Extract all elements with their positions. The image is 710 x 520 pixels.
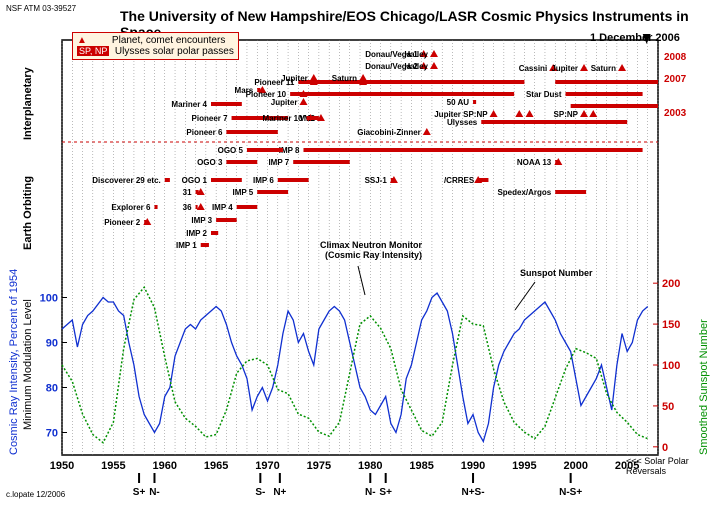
yleft-interp: Interplanetary (22, 30, 34, 140)
svg-text:90: 90 (46, 338, 58, 350)
svg-text:Ulysses: Ulysses (447, 118, 478, 127)
svg-text:50 AU: 50 AU (447, 98, 470, 107)
svg-text:1960: 1960 (153, 460, 177, 472)
svg-text:70: 70 (46, 428, 58, 440)
svg-text:1950: 1950 (50, 460, 74, 472)
svg-text:IMP 7: IMP 7 (268, 158, 289, 167)
svg-text:Star Dust: Star Dust (526, 90, 562, 99)
svg-text:36: 36 (183, 203, 192, 212)
svg-text:N-S+: N-S+ (559, 487, 582, 498)
svg-text:100: 100 (40, 293, 58, 305)
legend-line1: Planet, comet encounters (112, 35, 225, 46)
svg-text:IMP 5: IMP 5 (232, 188, 253, 197)
svg-text:Pioneer 2: Pioneer 2 (104, 218, 141, 227)
svg-text:1975: 1975 (307, 460, 331, 472)
svg-text:IMP 1: IMP 1 (176, 241, 197, 250)
svg-text:Pioneer 7: Pioneer 7 (192, 114, 229, 123)
svg-text:S-: S- (255, 487, 265, 498)
yleft-earth: Earth Orbiting (22, 140, 34, 250)
svg-text:Halley: Halley (404, 62, 428, 71)
svg-text:Giacobini-Zinner: Giacobini-Zinner (357, 128, 421, 137)
svg-text:Mariner 10: Mariner 10 (263, 114, 304, 123)
svg-text:S+: S+ (379, 487, 392, 498)
svg-text:1970: 1970 (255, 460, 279, 472)
svg-text:Mariner 4: Mariner 4 (171, 100, 207, 109)
chart-svg: 1950 1955 1960 1965 1970 1975 1980 1985 1990 1995… (0, 0, 710, 520)
svg-text:Explorer 6: Explorer 6 (111, 203, 151, 212)
svg-text:2008: 2008 (664, 52, 687, 63)
svg-text:1985: 1985 (409, 460, 433, 472)
svg-text:Halley: Halley (404, 50, 428, 59)
svg-text:50: 50 (662, 401, 674, 413)
svg-text:N+: N+ (273, 487, 286, 498)
svg-text:OGO 5: OGO 5 (218, 146, 244, 155)
svg-text:Jupiter SP:NP: Jupiter SP:NP (434, 110, 488, 119)
climax-label: Climax Neutron Monitor (Cosmic Ray Inten… (320, 240, 422, 260)
svg-text:IMP 4: IMP 4 (212, 203, 233, 212)
svg-text:31: 31 (183, 188, 192, 197)
svg-text:Jupiter: Jupiter (271, 98, 298, 107)
svg-text:NOAA 13: NOAA 13 (517, 158, 552, 167)
svg-text:80: 80 (46, 383, 58, 395)
svg-text:1980: 1980 (358, 460, 382, 472)
svg-text:2000: 2000 (564, 460, 588, 472)
svg-text:SP:NP: SP:NP (554, 110, 579, 119)
svg-text:Saturn: Saturn (591, 64, 616, 73)
svg-text:OGO 3: OGO 3 (197, 158, 223, 167)
legend-line2: Ulysses solar polar passes (115, 46, 234, 57)
svg-text:2003: 2003 (664, 108, 687, 119)
svg-text:150: 150 (662, 319, 680, 331)
legend-spnp: SP, NP (77, 46, 109, 56)
svg-text:Spedex/Argos: Spedex/Argos (497, 188, 551, 197)
svg-text:100: 100 (662, 360, 680, 372)
yright-title: Smoothed Sunspot Number (698, 255, 710, 455)
svg-text:Cassini: Cassini (519, 64, 547, 73)
svg-text:2007: 2007 (664, 74, 687, 85)
svg-text:OGO 1: OGO 1 (182, 176, 208, 185)
svg-text:N+S-: N+S- (462, 487, 485, 498)
svg-text:1990: 1990 (461, 460, 485, 472)
svg-text:IMP 3: IMP 3 (191, 216, 212, 225)
legend-box: ▲ Planet, comet encounters SP, NP Ulysse… (72, 32, 239, 60)
date-marker: 1 December 2006 (590, 32, 680, 44)
svg-text:Pioneer 6: Pioneer 6 (186, 128, 223, 137)
svg-text:0: 0 (662, 442, 668, 454)
svg-text:Saturn: Saturn (332, 74, 357, 83)
yleft-title1: Cosmic Ray Intensity, Percent of 1954 (8, 255, 20, 455)
triangle-icon: ▲ (77, 35, 87, 46)
svg-text:1955: 1955 (101, 460, 125, 472)
svg-text:1965: 1965 (204, 460, 228, 472)
sunspot-label: Sunspot Number (520, 268, 593, 278)
svg-text:Discoverer 29 etc.: Discoverer 29 etc. (92, 176, 161, 185)
svg-text:N-: N- (149, 487, 160, 498)
nsf-label: NSF ATM 03-39527 (6, 4, 76, 13)
svg-text:200: 200 (662, 278, 680, 290)
reversal-label: <<< Solar Polar Reversals (626, 456, 710, 476)
svg-text:IMP 6: IMP 6 (253, 176, 274, 185)
svg-text:1995: 1995 (512, 460, 536, 472)
svg-text:/CRRES: /CRRES (444, 176, 475, 185)
svg-text:N-: N- (365, 487, 376, 498)
svg-text:IMP 2: IMP 2 (186, 229, 207, 238)
svg-text:SSJ-1: SSJ-1 (365, 176, 388, 185)
svg-text:Jupiter: Jupiter (281, 74, 308, 83)
svg-text:S+: S+ (133, 487, 146, 498)
footer-credit: c.lopate 12/2006 (6, 490, 65, 499)
yleft-title2: Minimum Modulation Level (22, 250, 34, 430)
svg-text:Jupiter: Jupiter (551, 64, 578, 73)
